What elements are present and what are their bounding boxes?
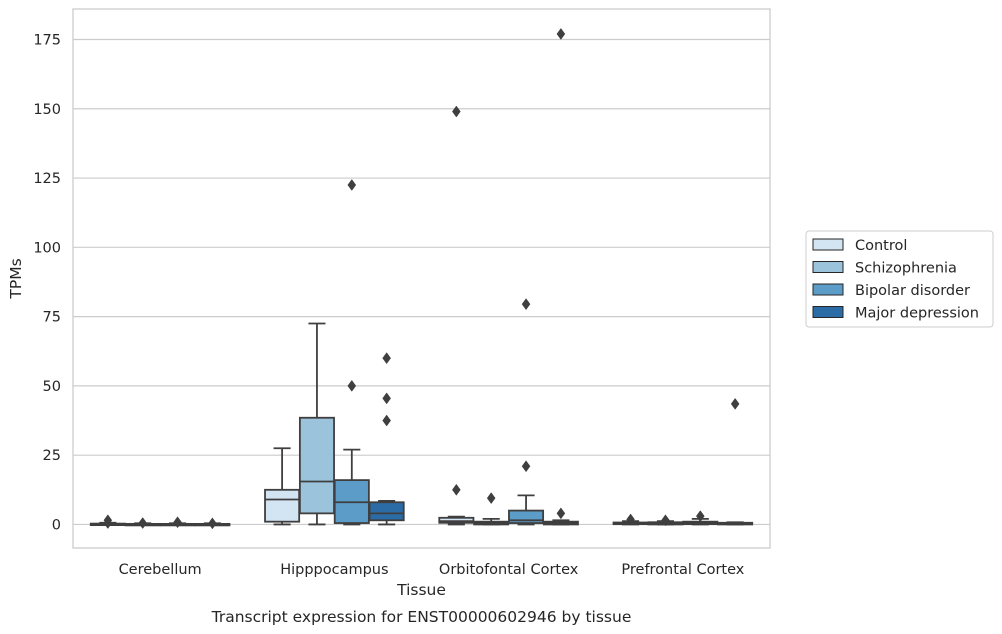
outlier-point xyxy=(730,397,740,410)
legend-swatch xyxy=(812,283,844,296)
y-tick-label: 125 xyxy=(33,171,61,187)
outlier-point xyxy=(486,492,496,505)
legend-frame xyxy=(805,230,994,328)
x-tick-label: Orbitofontal Cortex xyxy=(439,562,579,578)
outlier-point xyxy=(103,514,113,527)
legend-label: Bipolar disorder xyxy=(855,283,970,299)
outlier-point xyxy=(452,483,461,496)
y-tick-labels: 0 25 50 75 100 125 150 175 xyxy=(33,32,61,533)
outlier-point xyxy=(208,517,217,530)
plot-background xyxy=(73,9,770,548)
legend-label: Schizophrenia xyxy=(855,261,957,277)
box xyxy=(368,501,405,522)
box-group xyxy=(542,28,579,526)
box-group xyxy=(508,298,545,526)
outlier-point xyxy=(521,460,531,473)
legend-swatch xyxy=(812,261,844,273)
outlier-point xyxy=(452,105,461,118)
outlier-point xyxy=(382,392,391,405)
outlier-point xyxy=(138,517,148,529)
legend-label: Major depression xyxy=(855,306,979,322)
x-axis-title: Tissue xyxy=(396,581,446,599)
box-group xyxy=(368,352,405,526)
plot-frame xyxy=(72,8,771,549)
box-group xyxy=(438,105,475,526)
legend: Control Schizophrenia Bipolar disorder Majo… xyxy=(805,230,994,328)
outlier-point xyxy=(173,516,182,529)
box-layer xyxy=(89,28,754,530)
outlier-point xyxy=(521,298,531,311)
box-group xyxy=(333,179,370,526)
x-tick-label: Hipppocampus xyxy=(280,562,388,578)
box-group xyxy=(647,514,684,527)
y-tick-label: 150 xyxy=(33,102,61,118)
y-tick-label: 175 xyxy=(33,32,61,48)
box-group xyxy=(717,397,754,526)
box-group xyxy=(159,516,196,529)
chart-title: Transcript expression for ENST0000060294… xyxy=(211,608,632,626)
outlier-point xyxy=(556,28,566,40)
x-tick-label: Prefrontal Cortex xyxy=(621,562,744,578)
y-tick-label: 0 xyxy=(52,517,61,533)
outlier-point xyxy=(626,513,635,526)
box xyxy=(298,416,335,515)
outlier-point xyxy=(347,379,357,392)
box-group xyxy=(264,447,301,526)
box xyxy=(508,509,545,524)
outlier-point xyxy=(382,352,391,365)
outlier-point xyxy=(556,507,566,520)
outlier-point xyxy=(382,414,391,427)
x-tick-labels: Cerebellum Hipppocampus Orbitofontal Corte… xyxy=(119,562,745,578)
outlier-point xyxy=(347,179,357,191)
grid-lines xyxy=(73,38,770,526)
box-group xyxy=(89,514,126,529)
y-axis-title: TPMs xyxy=(7,258,25,299)
y-tick-label: 50 xyxy=(43,379,61,395)
y-tick-label: 75 xyxy=(43,310,61,326)
box-group xyxy=(298,322,335,526)
y-tick-label: 25 xyxy=(43,448,61,464)
box xyxy=(264,488,301,523)
outlier-point xyxy=(661,514,670,527)
legend-swatch xyxy=(812,238,844,251)
legend-swatch xyxy=(812,306,844,318)
box-group xyxy=(194,517,231,530)
box-group xyxy=(682,510,719,526)
legend-label: Control xyxy=(855,238,907,254)
outlier-point xyxy=(695,510,705,523)
y-tick-label: 100 xyxy=(33,240,61,256)
x-tick-label: Cerebellum xyxy=(119,562,202,578)
